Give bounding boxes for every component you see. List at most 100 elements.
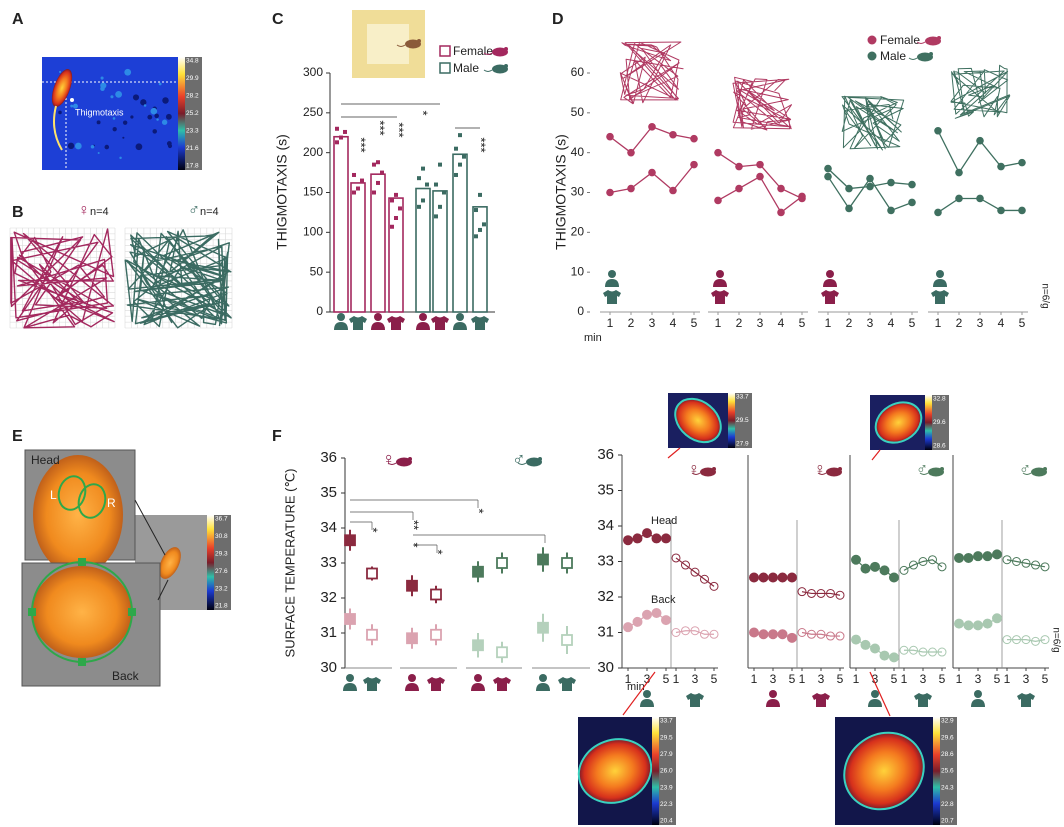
colorbar-label: 32.8 bbox=[933, 396, 946, 403]
data-point bbox=[421, 167, 425, 171]
data-point bbox=[398, 206, 402, 210]
colorbar-label: 23.2 bbox=[215, 585, 228, 592]
x-tick-label: 4 bbox=[888, 316, 895, 330]
colorbar-label: 21.8 bbox=[215, 603, 228, 610]
x-tick-label: 5 bbox=[939, 672, 946, 686]
data-point bbox=[955, 195, 963, 203]
data-point bbox=[407, 633, 417, 643]
x-tick-label: 3 bbox=[818, 672, 825, 686]
x-tick-label: 5 bbox=[1042, 672, 1049, 686]
group-symbol: ♀ bbox=[382, 449, 396, 469]
mouse-icon bbox=[417, 39, 421, 43]
x-tick-label: 5 bbox=[994, 672, 1001, 686]
data-point bbox=[690, 135, 698, 143]
legend-swatch bbox=[440, 46, 450, 56]
thermal-spot bbox=[113, 127, 117, 131]
data-point bbox=[335, 140, 339, 144]
panel-label: A bbox=[12, 11, 24, 28]
series-line bbox=[718, 177, 802, 213]
data-point bbox=[845, 205, 853, 213]
x-tick-label: 5 bbox=[663, 672, 670, 686]
y-tick-label: 10 bbox=[571, 264, 585, 278]
x-tick-label: 1 bbox=[625, 672, 632, 686]
y-tick-label: 31 bbox=[320, 624, 337, 641]
y-axis-label: THIGMOTAXIS (s) bbox=[553, 134, 569, 250]
data-point bbox=[861, 640, 870, 649]
thermal-spot bbox=[122, 137, 124, 139]
data-point bbox=[871, 562, 880, 571]
data-point bbox=[390, 225, 394, 229]
data-point bbox=[669, 187, 677, 195]
person-icon bbox=[868, 699, 882, 707]
thermal-head bbox=[33, 455, 123, 575]
page: A B C D E F Thigmotaxis34.829.928.225.22… bbox=[0, 0, 1064, 827]
arena-center bbox=[367, 24, 409, 64]
x-tick-label: 4 bbox=[778, 316, 785, 330]
data-point bbox=[606, 189, 614, 197]
group-symbol: ♂ bbox=[1019, 461, 1031, 478]
mouse-icon bbox=[937, 36, 941, 40]
significance-marker: * bbox=[472, 508, 487, 513]
significance-marker: *** bbox=[373, 120, 388, 135]
person-icon bbox=[337, 313, 345, 321]
bar bbox=[453, 154, 467, 312]
thermal-spot bbox=[162, 120, 167, 125]
data-point bbox=[788, 633, 797, 642]
data-point bbox=[714, 149, 722, 157]
person-icon bbox=[539, 674, 547, 682]
legend-label: Female bbox=[453, 44, 493, 58]
significance-marker: * bbox=[407, 542, 422, 547]
y-tick-label: 36 bbox=[320, 449, 337, 466]
image-label: Head bbox=[31, 453, 60, 467]
person-icon bbox=[453, 322, 467, 330]
colorbar-label: 23.9 bbox=[660, 784, 673, 791]
data-point bbox=[356, 187, 360, 191]
data-point bbox=[662, 616, 671, 625]
y-tick-label: 300 bbox=[303, 65, 323, 79]
colorbar-label: 33.7 bbox=[660, 718, 673, 725]
mouse-icon bbox=[408, 457, 412, 461]
data-point bbox=[662, 534, 671, 543]
thermal-spot bbox=[130, 115, 133, 118]
mouse-icon bbox=[838, 467, 842, 471]
data-point bbox=[360, 179, 364, 183]
data-point bbox=[624, 623, 633, 632]
person-icon bbox=[405, 683, 419, 691]
significance-marker: *** bbox=[474, 137, 489, 152]
annotation: Back bbox=[651, 594, 676, 606]
pointer-arrow bbox=[872, 450, 880, 460]
colorbar bbox=[652, 717, 659, 825]
bar bbox=[433, 191, 447, 312]
person-icon bbox=[974, 690, 982, 698]
thermal-spot bbox=[167, 141, 172, 146]
colorbar-label: 29.9 bbox=[186, 75, 199, 82]
y-tick-label: 34 bbox=[597, 517, 614, 534]
data-point bbox=[417, 205, 421, 209]
data-point bbox=[345, 535, 355, 545]
data-point bbox=[438, 163, 442, 167]
data-point bbox=[478, 228, 482, 232]
data-point bbox=[474, 208, 478, 212]
legend-label: Male bbox=[453, 61, 479, 75]
data-point bbox=[458, 133, 462, 137]
bar bbox=[389, 198, 403, 312]
roi-label: R bbox=[107, 496, 116, 510]
bar bbox=[351, 183, 365, 312]
colorbar-label: 34.8 bbox=[186, 58, 199, 65]
x-tick-label: 3 bbox=[977, 316, 984, 330]
data-point bbox=[778, 573, 787, 582]
data-point bbox=[887, 179, 895, 187]
y-tick-label: 60 bbox=[571, 65, 585, 79]
colorbar-label: 20.7 bbox=[941, 818, 954, 825]
colorbar-label: 29.5 bbox=[736, 417, 749, 424]
significance-marker: * bbox=[416, 110, 431, 115]
data-point bbox=[478, 193, 482, 197]
panel-label: F bbox=[272, 428, 282, 445]
shirt-icon bbox=[493, 677, 511, 691]
data-point bbox=[367, 630, 377, 640]
mouse-icon bbox=[917, 42, 925, 44]
thermal-spot bbox=[91, 145, 95, 149]
data-point bbox=[769, 630, 778, 639]
data-point bbox=[372, 163, 376, 167]
colorbar-label: 28.6 bbox=[941, 751, 954, 758]
